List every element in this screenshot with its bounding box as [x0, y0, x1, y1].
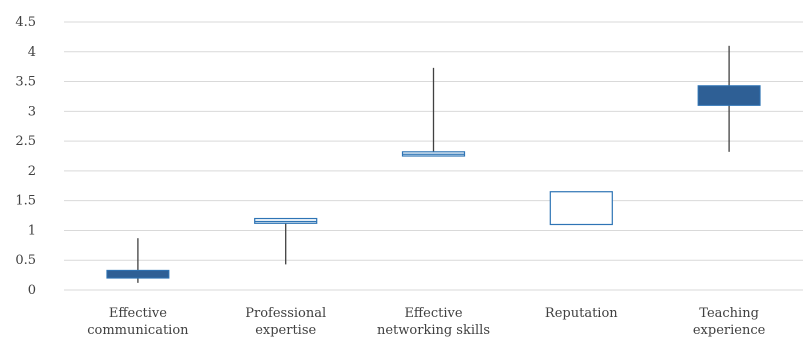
y-tick-label: 2.5 [15, 134, 36, 149]
y-tick-label: 3 [28, 104, 36, 119]
y-tick-label: 1.5 [15, 194, 36, 209]
y-tick-label: 4 [28, 45, 36, 60]
y-tick-label: 2 [28, 164, 36, 179]
y-tick-label: 0 [28, 283, 36, 298]
x-category-label: Effective communication [87, 306, 189, 338]
x-category-label: Effective networking skills [377, 306, 490, 338]
box-group [697, 45, 761, 152]
x-category-label-line: networking skills [377, 323, 490, 338]
x-category-label-line: Teaching [699, 306, 759, 321]
y-tick-label: 4.5 [15, 15, 36, 30]
x-category-label-line: communication [87, 323, 189, 338]
y-tick-label: 1 [28, 223, 36, 238]
box-group [549, 191, 613, 226]
box [697, 85, 761, 106]
box-group [106, 238, 170, 283]
x-category-label-line: Effective [404, 306, 462, 321]
box [106, 269, 170, 279]
x-category-label-line: Effective [109, 306, 167, 321]
x-category-label-line: experience [693, 323, 766, 338]
x-axis-labels: Effective communication Professional expert… [87, 306, 765, 338]
x-category-label: Professional expertise [245, 306, 326, 338]
box-group [401, 67, 466, 157]
x-category-label: Reputation [545, 306, 618, 321]
x-category-label-line: Professional [245, 306, 326, 321]
y-tick-label: 0.5 [15, 253, 36, 268]
x-category-label-line: expertise [255, 323, 316, 338]
x-category-label: Teaching experience [693, 306, 766, 338]
y-axis-ticks: 0 0.5 1 1.5 2 2.5 3 3.5 4 4.5 [15, 15, 36, 298]
x-category-label-line: Reputation [545, 306, 618, 321]
box [549, 191, 613, 226]
boxes [106, 45, 761, 283]
box-group [254, 217, 318, 265]
y-tick-label: 3.5 [15, 75, 36, 90]
